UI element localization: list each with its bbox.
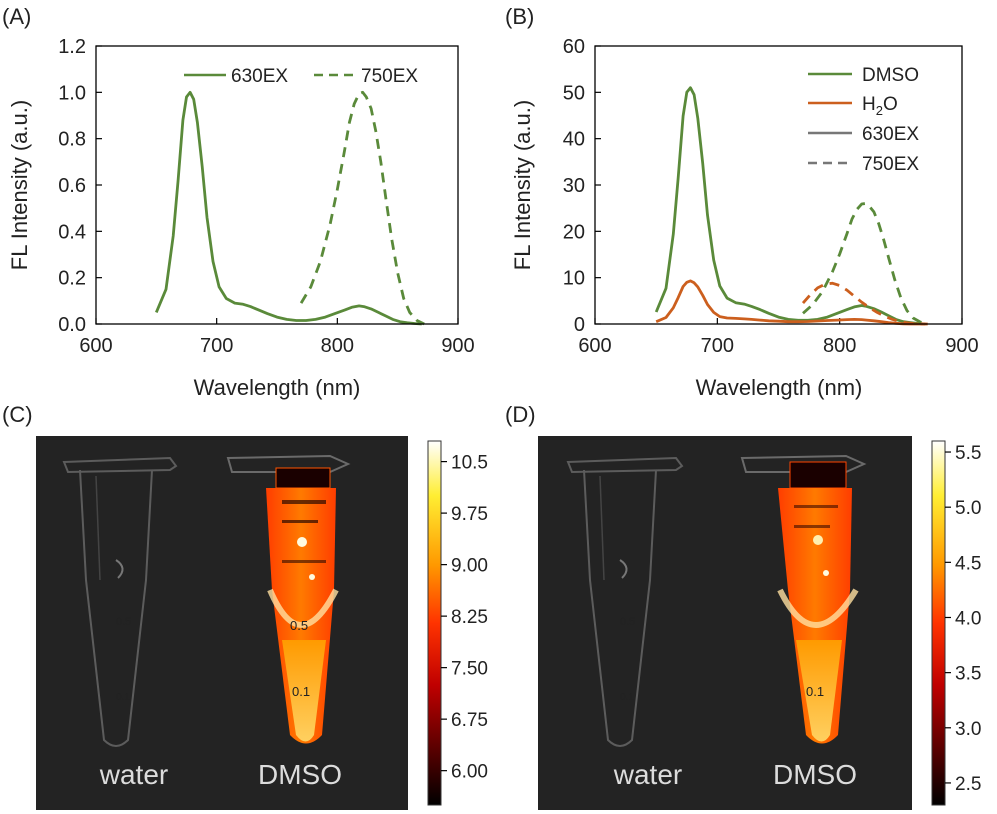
chart-b-frame [594, 45, 963, 325]
colorbar-c-tick-label: 9.00 [451, 556, 488, 577]
chart-b-series-line-4 [801, 281, 928, 326]
legend-label-h2o-sub: 2 [876, 103, 883, 118]
panel-label-d: (D) [505, 402, 536, 427]
chart-b-x-tick-label: 700 [701, 335, 734, 357]
chart-b-y-tick-label: 30 [563, 175, 585, 197]
chart-b-legend: DMSO H2O 630EX 750EX [808, 65, 919, 175]
colorbar-d-tick-label: 3.5 [955, 664, 981, 685]
svg-text:0.5: 0.5 [620, 616, 635, 628]
chart-a-series-line-2 [299, 90, 425, 326]
colorbar-d-tick-label: 2.5 [955, 774, 981, 795]
chart-b-x-tick-label: 800 [823, 335, 856, 357]
chart-a-y-tick-label: 0.2 [58, 268, 86, 290]
chart-b-y-tick-label: 20 [563, 221, 585, 243]
chart-a-x-axis-label: Wavelength (nm) [194, 375, 361, 400]
chart-a-x-tick-label: 900 [441, 335, 474, 357]
chart-b: 600 700 800 900 0 10 20 30 40 50 60 Wavelength (nm… [510, 36, 979, 400]
colorbar-c: 10.5 9.75 9.00 8.25 7.50 6.75 6.00 [427, 440, 488, 806]
colorbar-d-tick-label: 5.5 [955, 443, 981, 464]
chart-a-frame [95, 45, 459, 325]
label-water-c: water [99, 759, 168, 790]
image-c-background [36, 436, 408, 810]
chart-b-y-axis-label: FL Intensity (a.u.) [510, 100, 535, 270]
legend-label-630ex-b: 630EX [862, 124, 919, 145]
chart-a-series-line-1 [155, 90, 422, 326]
chart-a-y-tick-label: 0.8 [58, 129, 86, 151]
water-tube-c: 0.5 0.1 [62, 456, 178, 747]
legend-label-h2o-h: H [862, 94, 876, 115]
chart-a-y-tick-label: 0.4 [58, 221, 86, 243]
legend-label-dmso: DMSO [862, 65, 919, 86]
chart-b-y-tick-label: 10 [563, 268, 585, 290]
chart-b-x-tick-label: 600 [578, 335, 611, 357]
colorbar-d-tick-label: 5.0 [955, 498, 981, 519]
colorbar-c-tick-label: 10.5 [451, 453, 488, 474]
chart-b-series-line-3 [802, 202, 929, 326]
label-water-d: water [613, 759, 682, 790]
legend-label-h2o: H2O [862, 94, 898, 118]
label-dmso-c: DMSO [258, 759, 342, 790]
panel-label-c: (C) [2, 402, 33, 427]
colorbar-d-tick-label: 4.5 [955, 553, 981, 574]
colorbar-c-tick-label: 6.75 [451, 710, 488, 731]
colorbar-d-tick-label: 3.0 [955, 719, 981, 740]
chart-b-x-axis-label: Wavelength (nm) [696, 375, 863, 400]
chart-b-y-tick-label: 0 [574, 314, 585, 336]
panel-label-a: (A) [2, 4, 31, 29]
chart-a-y-tick-label: 1.0 [58, 82, 86, 104]
chart-a-x-tick-label: 600 [79, 335, 112, 357]
legend-label-750ex: 750EX [361, 66, 418, 87]
colorbar-c-gradient [427, 440, 442, 806]
chart-b-y-tick-label: 60 [563, 36, 585, 58]
colorbar-d: 5.5 5.0 4.5 4.0 3.5 3.0 2.5 [931, 440, 981, 806]
svg-text:0.1: 0.1 [806, 684, 824, 699]
colorbar-c-tick-label: 6.00 [451, 762, 488, 783]
panel-label-b: (B) [505, 4, 534, 29]
colorbar-c-tick-label: 9.75 [451, 504, 488, 525]
chart-b-y-tick-label: 40 [563, 129, 585, 151]
svg-text:0.1: 0.1 [292, 684, 310, 699]
water-tube-d: 0.5 0.1 [566, 456, 684, 747]
chart-a-legend: 630EX 750EX [184, 66, 418, 87]
image-c: 0.5 0.1 0.5 0.1 water DMSO [36, 436, 408, 810]
chart-a-y-tick-label: 1.2 [58, 36, 86, 58]
colorbar-d-gradient [931, 440, 946, 806]
legend-label-630ex: 630EX [231, 66, 288, 87]
legend-label-750ex-b: 750EX [862, 154, 919, 175]
colorbar-c-tick-label: 8.25 [451, 607, 488, 628]
colorbar-c-tick-label: 7.50 [451, 659, 488, 680]
svg-text:0.5: 0.5 [116, 616, 131, 628]
chart-a-y-axis-label: FL Intensity (a.u.) [7, 100, 32, 270]
legend-label-h2o-o: O [883, 94, 898, 115]
chart-b-series-line-2 [655, 279, 926, 326]
svg-text:0.1: 0.1 [116, 692, 130, 703]
chart-a: 600 700 800 900 0.0 0.2 0.4 0.6 0.8 1.0 1.2 Wavele… [7, 36, 475, 400]
chart-a-y-tick-label: 0.6 [58, 175, 86, 197]
dmso-tube-d: 0.1 [740, 454, 867, 744]
chart-a-y-tick-label: 0.0 [58, 314, 86, 336]
svg-text:0.5: 0.5 [290, 618, 308, 633]
chart-a-x-tick-label: 800 [321, 335, 354, 357]
label-dmso-d: DMSO [773, 759, 857, 790]
image-d: 0.5 0.1 0.1 water DMSO [538, 436, 912, 810]
svg-text:0.1: 0.1 [620, 692, 634, 703]
dmso-tube-c: 0.5 0.1 [226, 454, 351, 744]
colorbar-d-tick-label: 4.0 [955, 608, 981, 629]
chart-b-series-line-1 [654, 86, 926, 326]
chart-b-y-tick-label: 50 [563, 82, 585, 104]
chart-a-x-tick-label: 700 [200, 335, 233, 357]
chart-b-x-tick-label: 900 [945, 335, 978, 357]
